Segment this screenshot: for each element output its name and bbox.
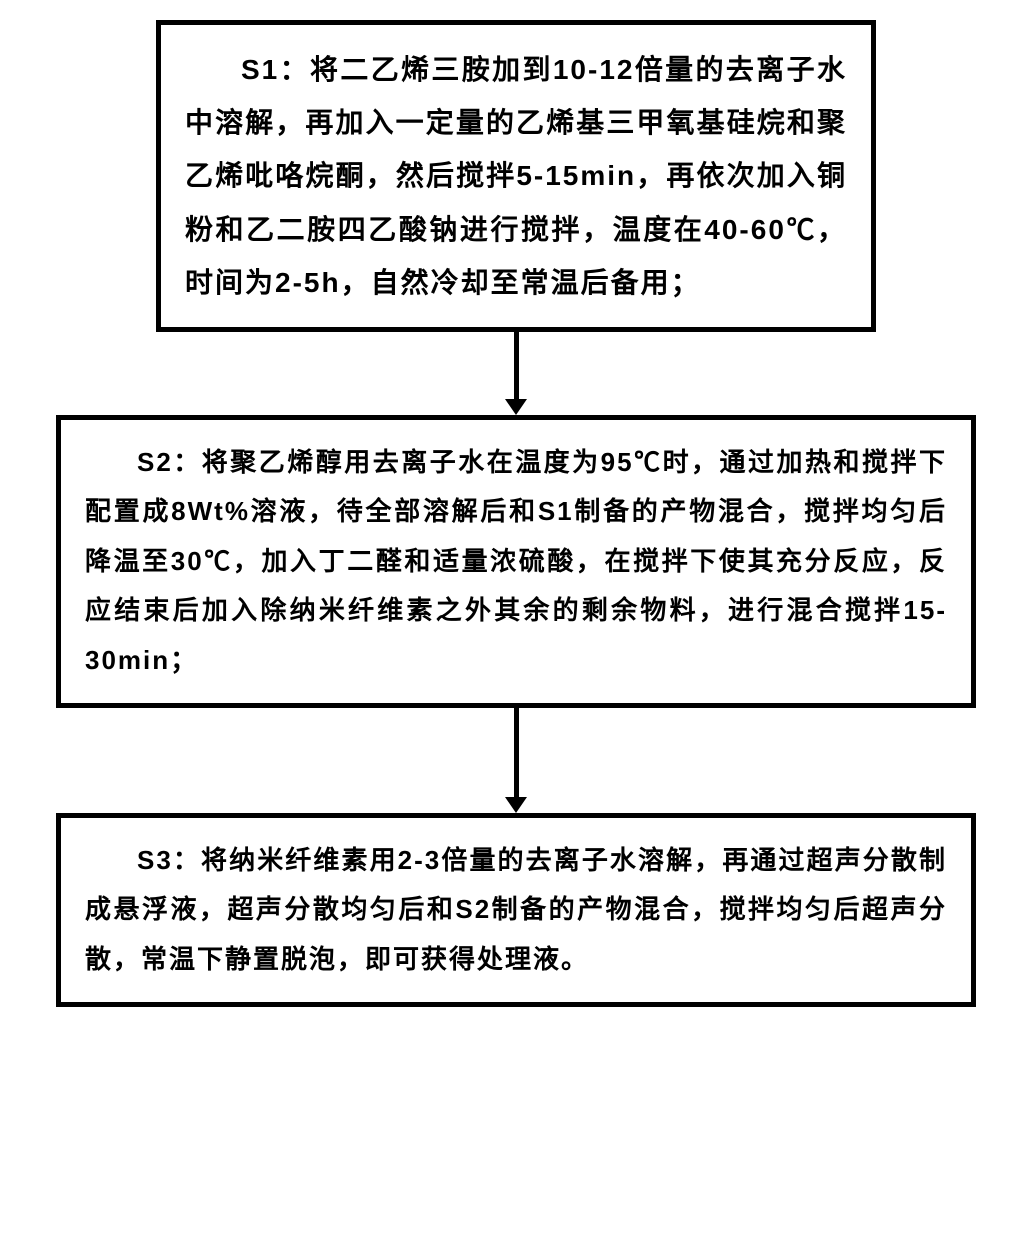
step-s3-text: S3：将纳米纤维素用2-3倍量的去离子水溶解，再通过超声分散制成悬浮液，超声分散…: [85, 845, 947, 974]
connector-s1-s2: [514, 332, 519, 400]
flowchart-container: S1：将二乙烯三胺加到10-12倍量的去离子水中溶解，再加入一定量的乙烯基三甲氧…: [56, 20, 976, 1007]
step-s1-text: S1：将二乙烯三胺加到10-12倍量的去离子水中溶解，再加入一定量的乙烯基三甲氧…: [185, 54, 847, 298]
connector-s2-s3: [514, 708, 519, 798]
step-s2-box: S2：将聚乙烯醇用去离子水在温度为95℃时，通过加热和搅拌下配置成8Wt%溶液，…: [56, 415, 976, 708]
step-s3-box: S3：将纳米纤维素用2-3倍量的去离子水溶解，再通过超声分散制成悬浮液，超声分散…: [56, 813, 976, 1007]
step-s1-box: S1：将二乙烯三胺加到10-12倍量的去离子水中溶解，再加入一定量的乙烯基三甲氧…: [156, 20, 876, 332]
arrowhead-s2-s3: [505, 797, 527, 813]
arrowhead-s1-s2: [505, 399, 527, 415]
step-s2-text: S2：将聚乙烯醇用去离子水在温度为95℃时，通过加热和搅拌下配置成8Wt%溶液，…: [85, 447, 947, 675]
